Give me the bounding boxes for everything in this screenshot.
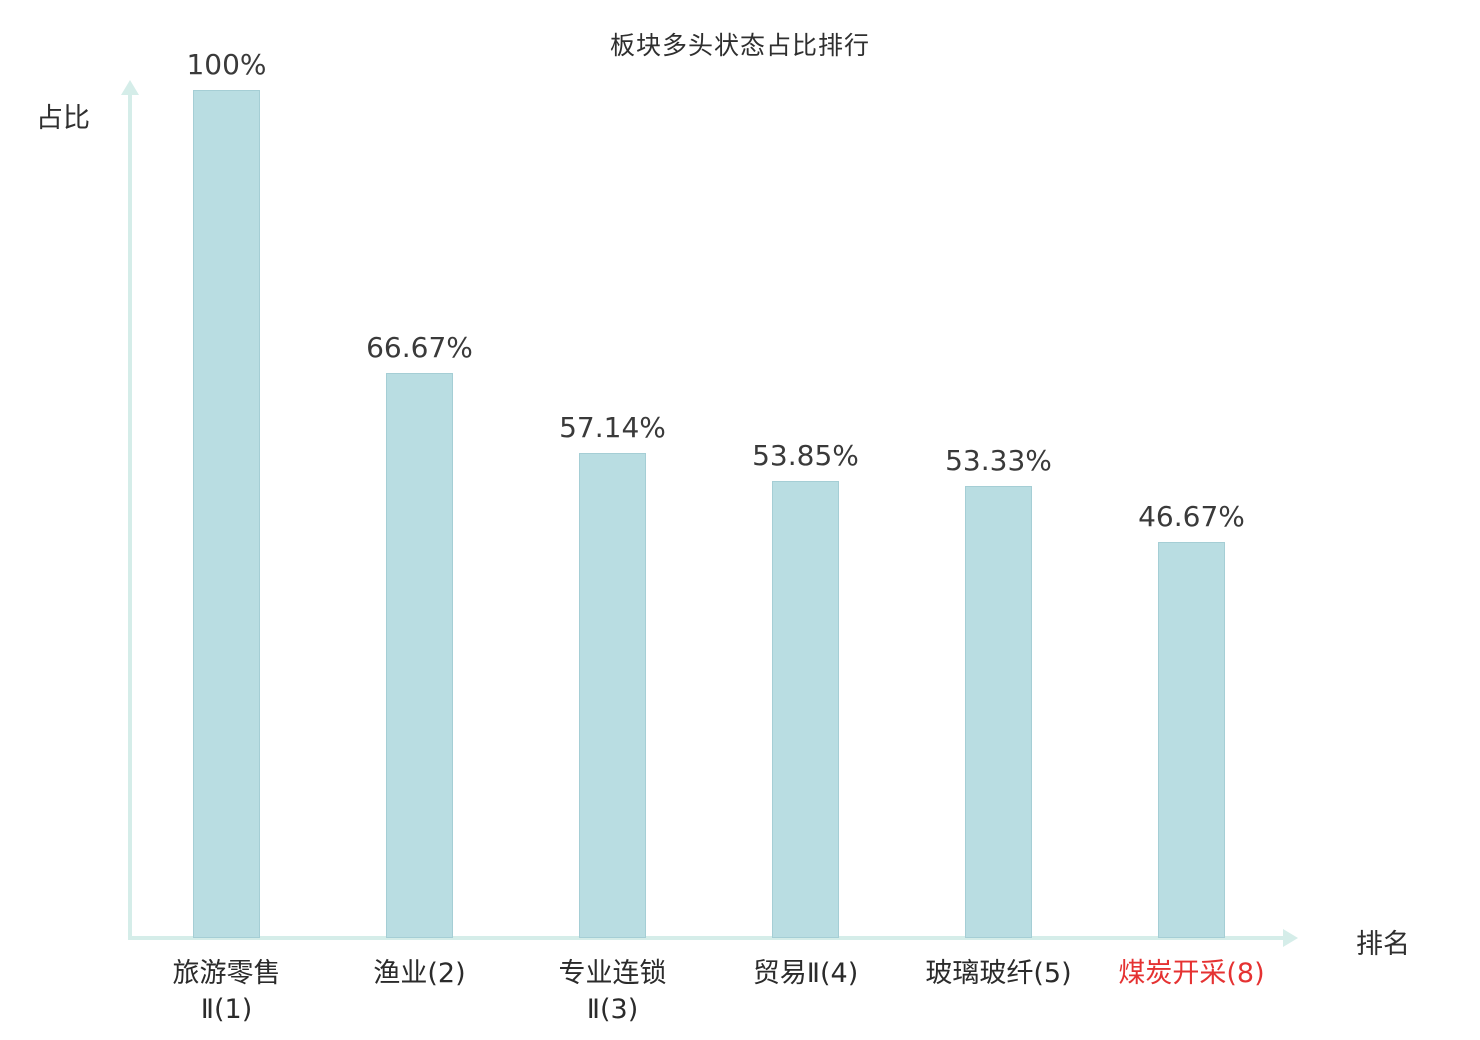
- x-axis-category-label-line: 专业连锁: [558, 958, 667, 989]
- x-axis-category-label-line: 贸易Ⅱ(4): [752, 958, 859, 989]
- x-axis-label: 排名: [1356, 929, 1410, 960]
- x-axis-category-label: 煤炭开采(8): [1072, 956, 1312, 992]
- x-axis-category-label-line: 渔业(2): [373, 958, 466, 989]
- bar-value-label: 53.85%: [752, 439, 859, 473]
- y-axis-line: [128, 92, 132, 938]
- bar: [772, 481, 839, 938]
- y-axis-label: 占比: [36, 103, 90, 134]
- bar-value-label: 53.33%: [945, 443, 1052, 477]
- bar-value-label: 100%: [186, 48, 267, 81]
- x-axis-category-label: 玻璃玻纤(5): [879, 956, 1119, 992]
- chart-title: 板块多头状态占比排行: [609, 31, 870, 60]
- x-axis-category-label: 旅游零售 Ⅱ(1): [107, 956, 347, 1029]
- x-axis-category-label: 贸易Ⅱ(4): [686, 956, 926, 992]
- x-axis-category-label-line: 煤炭开采(8): [1118, 958, 1265, 989]
- bar-value-label: 46.67%: [1138, 500, 1245, 534]
- bar: [386, 372, 453, 938]
- y-axis-arrow-icon: [121, 80, 139, 95]
- bar: [193, 90, 260, 938]
- x-axis-arrow-icon: [1283, 929, 1298, 947]
- x-axis-category-label: 渔业(2): [300, 956, 540, 992]
- bar-value-label: 66.67%: [366, 330, 473, 364]
- x-axis-category-label: 专业连锁 Ⅱ(3): [493, 956, 733, 1029]
- bar: [965, 485, 1032, 938]
- bar: [579, 453, 646, 938]
- bar-value-label: 57.14%: [559, 411, 666, 445]
- bar: [1158, 542, 1225, 938]
- x-axis-category-label-line: 旅游零售: [172, 958, 281, 989]
- x-axis-category-label-line: 玻璃玻纤(5): [925, 958, 1072, 989]
- x-axis-category-label-line: Ⅱ(3): [586, 994, 639, 1026]
- x-axis-line: [128, 936, 1286, 940]
- x-axis-category-label-line: Ⅱ(1): [200, 994, 253, 1026]
